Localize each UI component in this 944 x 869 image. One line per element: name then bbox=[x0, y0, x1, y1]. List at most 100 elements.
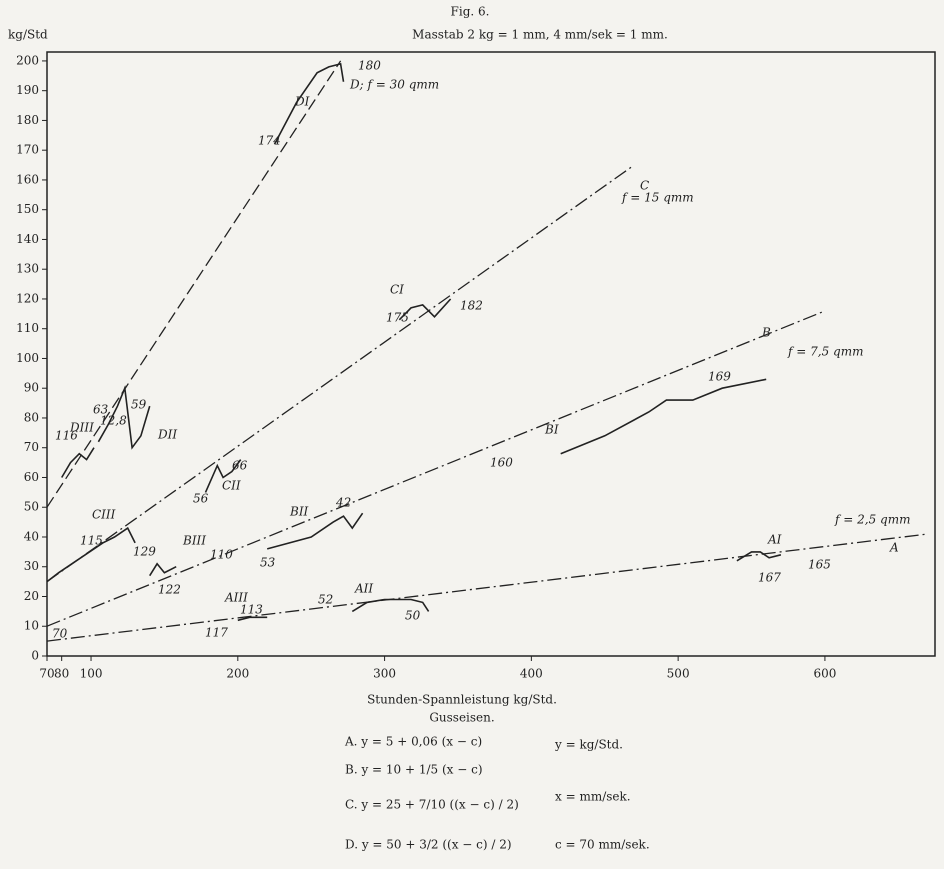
y-tick-label: 150 bbox=[16, 202, 39, 216]
y-tick-label: 50 bbox=[24, 500, 39, 514]
y-tick-label: 0 bbox=[31, 649, 39, 663]
annotation: 169 bbox=[708, 370, 731, 384]
series-line bbox=[237, 616, 268, 622]
annotation: D; f = 30 qmm bbox=[349, 78, 439, 92]
annotation: 115 bbox=[80, 534, 103, 548]
y-tick-label: 80 bbox=[24, 410, 39, 424]
x-tick-label: 100 bbox=[80, 667, 103, 681]
definition: x = mm/sek. bbox=[555, 790, 631, 804]
series-label: DIII bbox=[69, 421, 94, 435]
series-label: A bbox=[889, 541, 899, 555]
y-tick-label: 200 bbox=[16, 53, 39, 67]
annotation: 66 bbox=[232, 459, 248, 473]
y-tick-label: 120 bbox=[16, 291, 39, 305]
y-tick-label: 100 bbox=[16, 351, 39, 365]
series-label: BIII bbox=[182, 534, 206, 548]
y-tick-label: 10 bbox=[24, 619, 39, 633]
series-label: CII bbox=[222, 479, 241, 493]
series-label: AII bbox=[354, 582, 373, 596]
series-label: CI bbox=[390, 283, 404, 297]
series-label: C bbox=[640, 179, 649, 193]
series-label: B bbox=[761, 326, 771, 340]
equation: C. y = 25 + 7/10 ((x − c) / 2) bbox=[345, 798, 519, 812]
series-label: AIII bbox=[224, 591, 248, 605]
annotation: 129 bbox=[133, 545, 156, 559]
annotation: 174 bbox=[258, 134, 281, 148]
annotation: 53 bbox=[260, 556, 276, 570]
series-label: BI bbox=[544, 423, 559, 437]
definition: c = 70 mm/sek. bbox=[555, 838, 650, 852]
x-axis-label: Stunden-Spannleistung kg/Std. bbox=[367, 693, 557, 707]
annotation: 116 bbox=[55, 429, 78, 443]
annotation: f = 7,5 qmm bbox=[787, 345, 863, 359]
y-tick-label: 190 bbox=[16, 83, 39, 97]
annotation: 122 bbox=[158, 583, 181, 597]
y-tick-label: 20 bbox=[24, 589, 39, 603]
series-line bbox=[46, 310, 826, 627]
annotation: f = 15 qmm bbox=[621, 191, 694, 205]
annotation: 175 bbox=[386, 311, 409, 325]
annotation: 42 bbox=[335, 496, 351, 510]
annotation: 160 bbox=[490, 456, 513, 470]
annotation: 56 bbox=[193, 492, 209, 506]
x-tick-label: 400 bbox=[520, 667, 543, 681]
x-tick-label: 200 bbox=[226, 667, 249, 681]
series-line bbox=[398, 298, 452, 321]
y-tick-label: 30 bbox=[24, 559, 39, 573]
annotation: 70 bbox=[52, 627, 68, 641]
series-label: DI bbox=[294, 95, 310, 109]
y-tick-label: 130 bbox=[16, 262, 39, 276]
material-label: Gusseisen. bbox=[429, 711, 494, 725]
series-line bbox=[97, 385, 151, 450]
plot-frame bbox=[46, 51, 936, 657]
x-tick-label: 300 bbox=[373, 667, 396, 681]
y-axis-label: kg/Std bbox=[8, 28, 48, 42]
series-line bbox=[560, 378, 767, 455]
chart-subtitle: Masstab 2 kg = 1 mm, 4 mm/sek = 1 mm. bbox=[412, 28, 668, 42]
x-tick-label: 80 bbox=[54, 667, 69, 681]
annotation: 113 bbox=[240, 603, 263, 617]
series-label: AI bbox=[767, 533, 782, 547]
annotation: 59 bbox=[131, 398, 147, 412]
x-tick-label: 500 bbox=[667, 667, 690, 681]
series-line bbox=[273, 62, 345, 145]
series-line bbox=[61, 447, 95, 478]
y-tick-label: 90 bbox=[24, 381, 39, 395]
y-tick-label: 140 bbox=[16, 232, 39, 246]
annotation: 110 bbox=[210, 548, 233, 562]
annotation: 117 bbox=[205, 626, 228, 640]
definition: y = kg/Std. bbox=[554, 738, 623, 752]
series-line bbox=[736, 551, 782, 562]
annotation: 50 bbox=[405, 609, 421, 623]
annotation: 165 bbox=[808, 558, 831, 572]
series-line bbox=[351, 598, 430, 613]
annotation: 63 bbox=[93, 403, 109, 417]
annotation: 182 bbox=[460, 299, 483, 313]
annotation: f = 2,5 qmm bbox=[834, 513, 910, 527]
series-line bbox=[46, 60, 342, 508]
y-tick-label: 180 bbox=[16, 113, 39, 127]
y-tick-label: 160 bbox=[16, 172, 39, 186]
series-label: BII bbox=[289, 505, 309, 519]
y-tick-label: 40 bbox=[24, 529, 39, 543]
annotation: 180 bbox=[358, 59, 381, 73]
x-tick-label: 600 bbox=[813, 667, 836, 681]
chart-title: Fig. 6. bbox=[451, 5, 490, 19]
equation: A. y = 5 + 0,06 (x − c) bbox=[344, 735, 482, 749]
annotation: 167 bbox=[758, 571, 781, 585]
series-label: CIII bbox=[92, 508, 116, 522]
y-tick-label: 110 bbox=[16, 321, 39, 335]
x-tick-label: 70 bbox=[39, 667, 54, 681]
series-line bbox=[46, 526, 136, 583]
series-line bbox=[149, 562, 177, 577]
series-label: DII bbox=[157, 428, 177, 442]
y-tick-label: 70 bbox=[24, 440, 39, 454]
series-line bbox=[266, 512, 364, 550]
series-line bbox=[46, 533, 928, 642]
annotation: 52 bbox=[318, 593, 333, 607]
y-tick-label: 60 bbox=[24, 470, 39, 484]
equation: B. y = 10 + 1/5 (x − c) bbox=[345, 763, 483, 777]
series-line bbox=[204, 459, 242, 493]
annotation: 12,8 bbox=[100, 414, 127, 428]
